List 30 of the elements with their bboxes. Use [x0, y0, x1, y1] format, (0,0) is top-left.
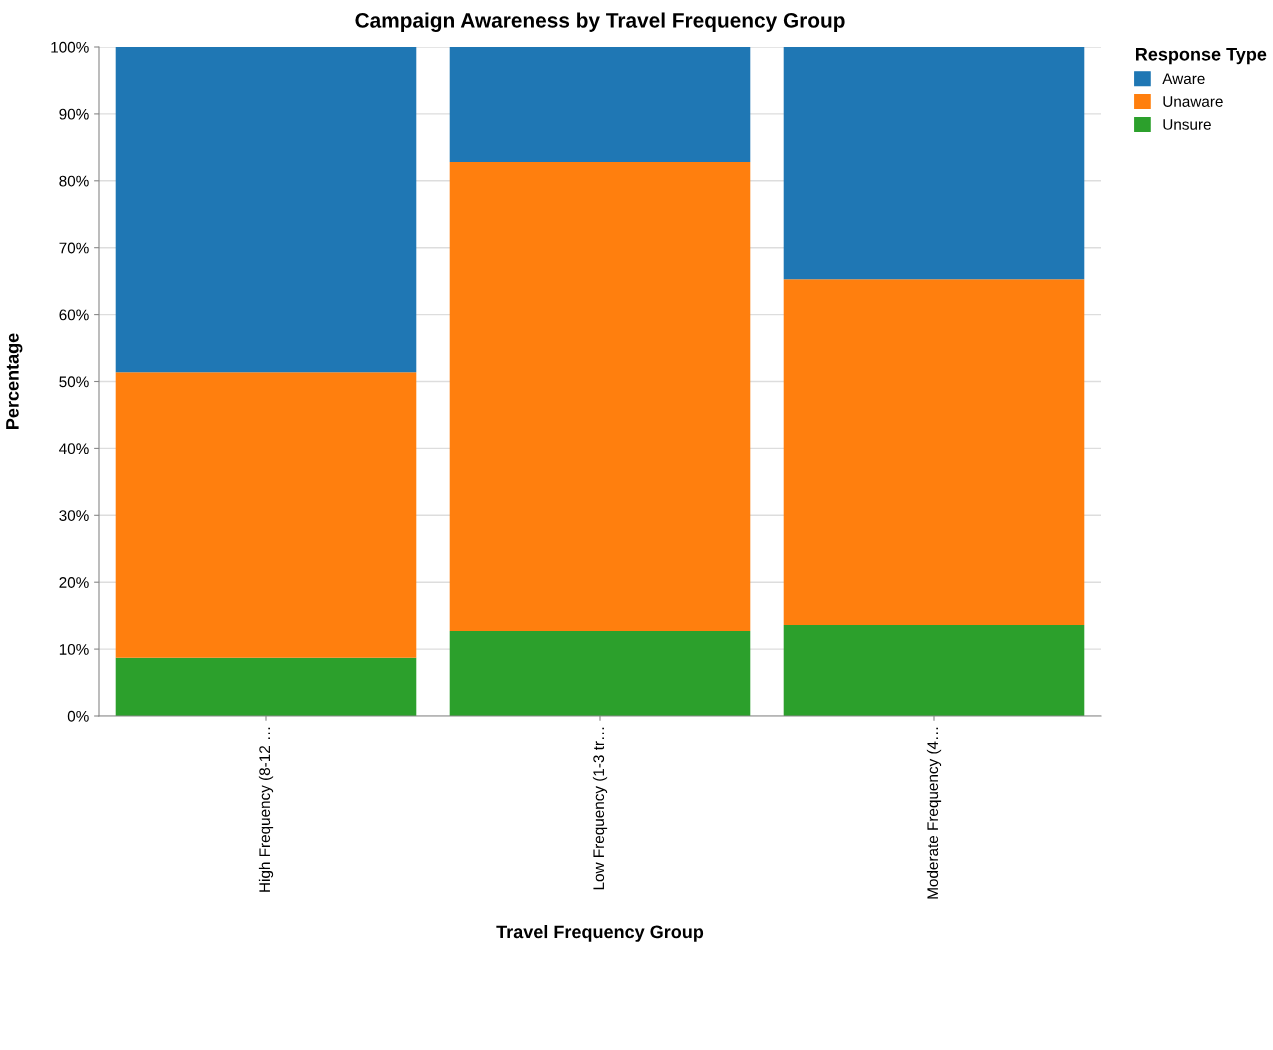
- y-tick-label: 0%: [67, 710, 89, 722]
- y-tick-label: 30%: [59, 510, 89, 521]
- bar: [783, 279, 1085, 626]
- x-tick-label: Low Frequency (1-3 tr…: [592, 727, 608, 890]
- bar: [783, 625, 1085, 716]
- y-tick-label: 100%: [51, 41, 89, 53]
- y-tick-label: 90%: [59, 108, 89, 120]
- y-tick-label: 80%: [59, 175, 89, 187]
- x-tick-label: High Frequency (8-12 …: [258, 727, 274, 892]
- legend-title: Response Type: [1136, 48, 1267, 65]
- bar: [449, 47, 751, 163]
- y-axis-title: Percentage: [6, 333, 23, 429]
- y-tick-label: 70%: [59, 242, 89, 254]
- x-axis-title: Travel Frequency Group: [496, 925, 704, 942]
- legend-label: Unaware: [1163, 96, 1223, 107]
- y-tick-label: 60%: [59, 309, 89, 321]
- y-tick-label: 20%: [59, 577, 89, 588]
- bar: [449, 162, 751, 632]
- bar: [115, 657, 417, 716]
- y-tick-label: 50%: [59, 376, 89, 388]
- bar: [449, 631, 751, 716]
- chart-title: Campaign Awareness by Travel Frequency Group: [355, 12, 845, 32]
- bar: [115, 47, 417, 373]
- legend-label: Aware: [1162, 73, 1205, 85]
- legend-label: Unsure: [1163, 119, 1211, 130]
- y-tick-label: 10%: [59, 643, 89, 655]
- bar: [115, 372, 417, 658]
- x-tick-label: Moderate Frequency (4…: [926, 727, 942, 899]
- y-tick-label: 40%: [59, 443, 89, 455]
- bar: [783, 47, 1085, 280]
